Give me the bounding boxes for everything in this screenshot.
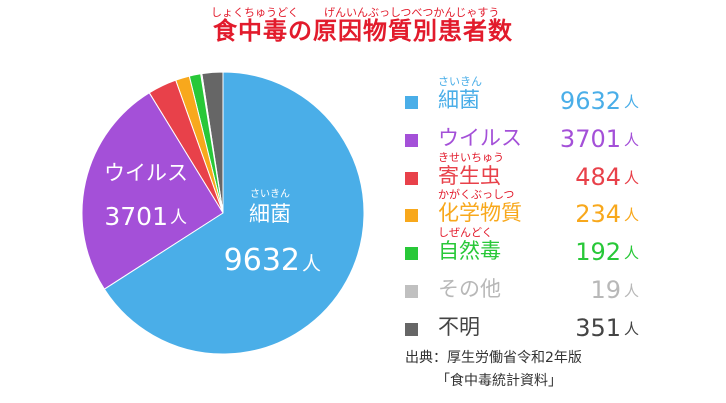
pie-label-virus-unit: 人 — [170, 208, 187, 228]
legend-value: 192 — [575, 238, 621, 266]
legend-item: 不明 351 人 — [405, 312, 645, 346]
pie-slice-ウイルス — [81, 92, 224, 290]
legend-ruby: きせいちゅう — [438, 151, 504, 164]
pie-label-bacteria-name: 細菌 — [249, 202, 291, 226]
legend-value: 9632 — [559, 87, 621, 115]
title-ruby-left: しょくちゅうどく — [211, 6, 299, 19]
legend-swatch — [405, 323, 418, 336]
title-ruby-right: げんいんぶっしつべつかんじゃすう — [324, 6, 500, 19]
legend-label: 自然毒 — [438, 239, 501, 263]
legend-swatch — [405, 96, 418, 109]
legend-value: 3701 — [559, 125, 621, 153]
legend-item: ウイルス 3701 人 — [405, 123, 645, 157]
legend-value: 351 — [575, 314, 621, 342]
legend-value: 234 — [575, 200, 621, 228]
legend-unit: 人 — [623, 131, 639, 149]
legend-item: その他 19 人 — [405, 274, 645, 308]
legend-unit: 人 — [623, 320, 639, 338]
pie-label-bacteria-unit: 人 — [302, 253, 322, 275]
pie-label-virus-value: 3701 — [104, 202, 168, 231]
legend-unit: 人 — [623, 282, 639, 300]
legend-label: 不明 — [438, 315, 480, 339]
pie-label-bacteria-value: 9632 — [223, 243, 300, 278]
source-line-2: 「食中毒統計資料」 — [436, 373, 562, 389]
source-line-1: 出典：厚生労働省令和2年版 — [405, 350, 582, 366]
legend-label: 化学物質 — [438, 201, 522, 225]
chart-title-block: しょくちゅうどく げんいんぶっしつべつかんじゃすう 食中毒の原因物質別患者数 — [0, 2, 726, 50]
legend-label: 寄生虫 — [438, 164, 501, 188]
legend-unit: 人 — [623, 169, 639, 187]
legend-label: ウイルス — [438, 126, 522, 150]
legend-unit: 人 — [623, 244, 639, 262]
legend-item: さいきん 細菌 9632 人 — [405, 76, 645, 119]
legend-swatch — [405, 134, 418, 147]
legend-swatch — [405, 172, 418, 185]
legend-unit: 人 — [623, 93, 639, 111]
pie-slice-細菌 — [103, 71, 365, 355]
legend-swatch — [405, 247, 418, 260]
legend-item: きせいちゅう 寄生虫 484 人 — [405, 152, 645, 195]
legend-label: 細菌 — [438, 88, 480, 112]
pie-label-bacteria-ruby: さいきん — [250, 189, 290, 200]
legend-value: 19 — [590, 276, 621, 304]
legend-ruby: さいきん — [438, 75, 482, 88]
legend-ruby: しぜんどく — [438, 226, 493, 239]
pie-label-virus-name: ウイルス — [104, 161, 188, 185]
legend-value: 484 — [575, 163, 621, 191]
legend-swatch — [405, 285, 418, 298]
legend-item: かがくぶっしつ 化学物質 234 人 — [405, 189, 645, 232]
legend-label: その他 — [438, 277, 501, 301]
chart-title: 食中毒の原因物質別患者数 — [213, 17, 513, 45]
legend-unit: 人 — [623, 206, 639, 224]
legend-ruby: かがくぶっしつ — [438, 188, 515, 201]
legend-swatch — [405, 209, 418, 222]
legend-item: しぜんどく 自然毒 192 人 — [405, 227, 645, 270]
